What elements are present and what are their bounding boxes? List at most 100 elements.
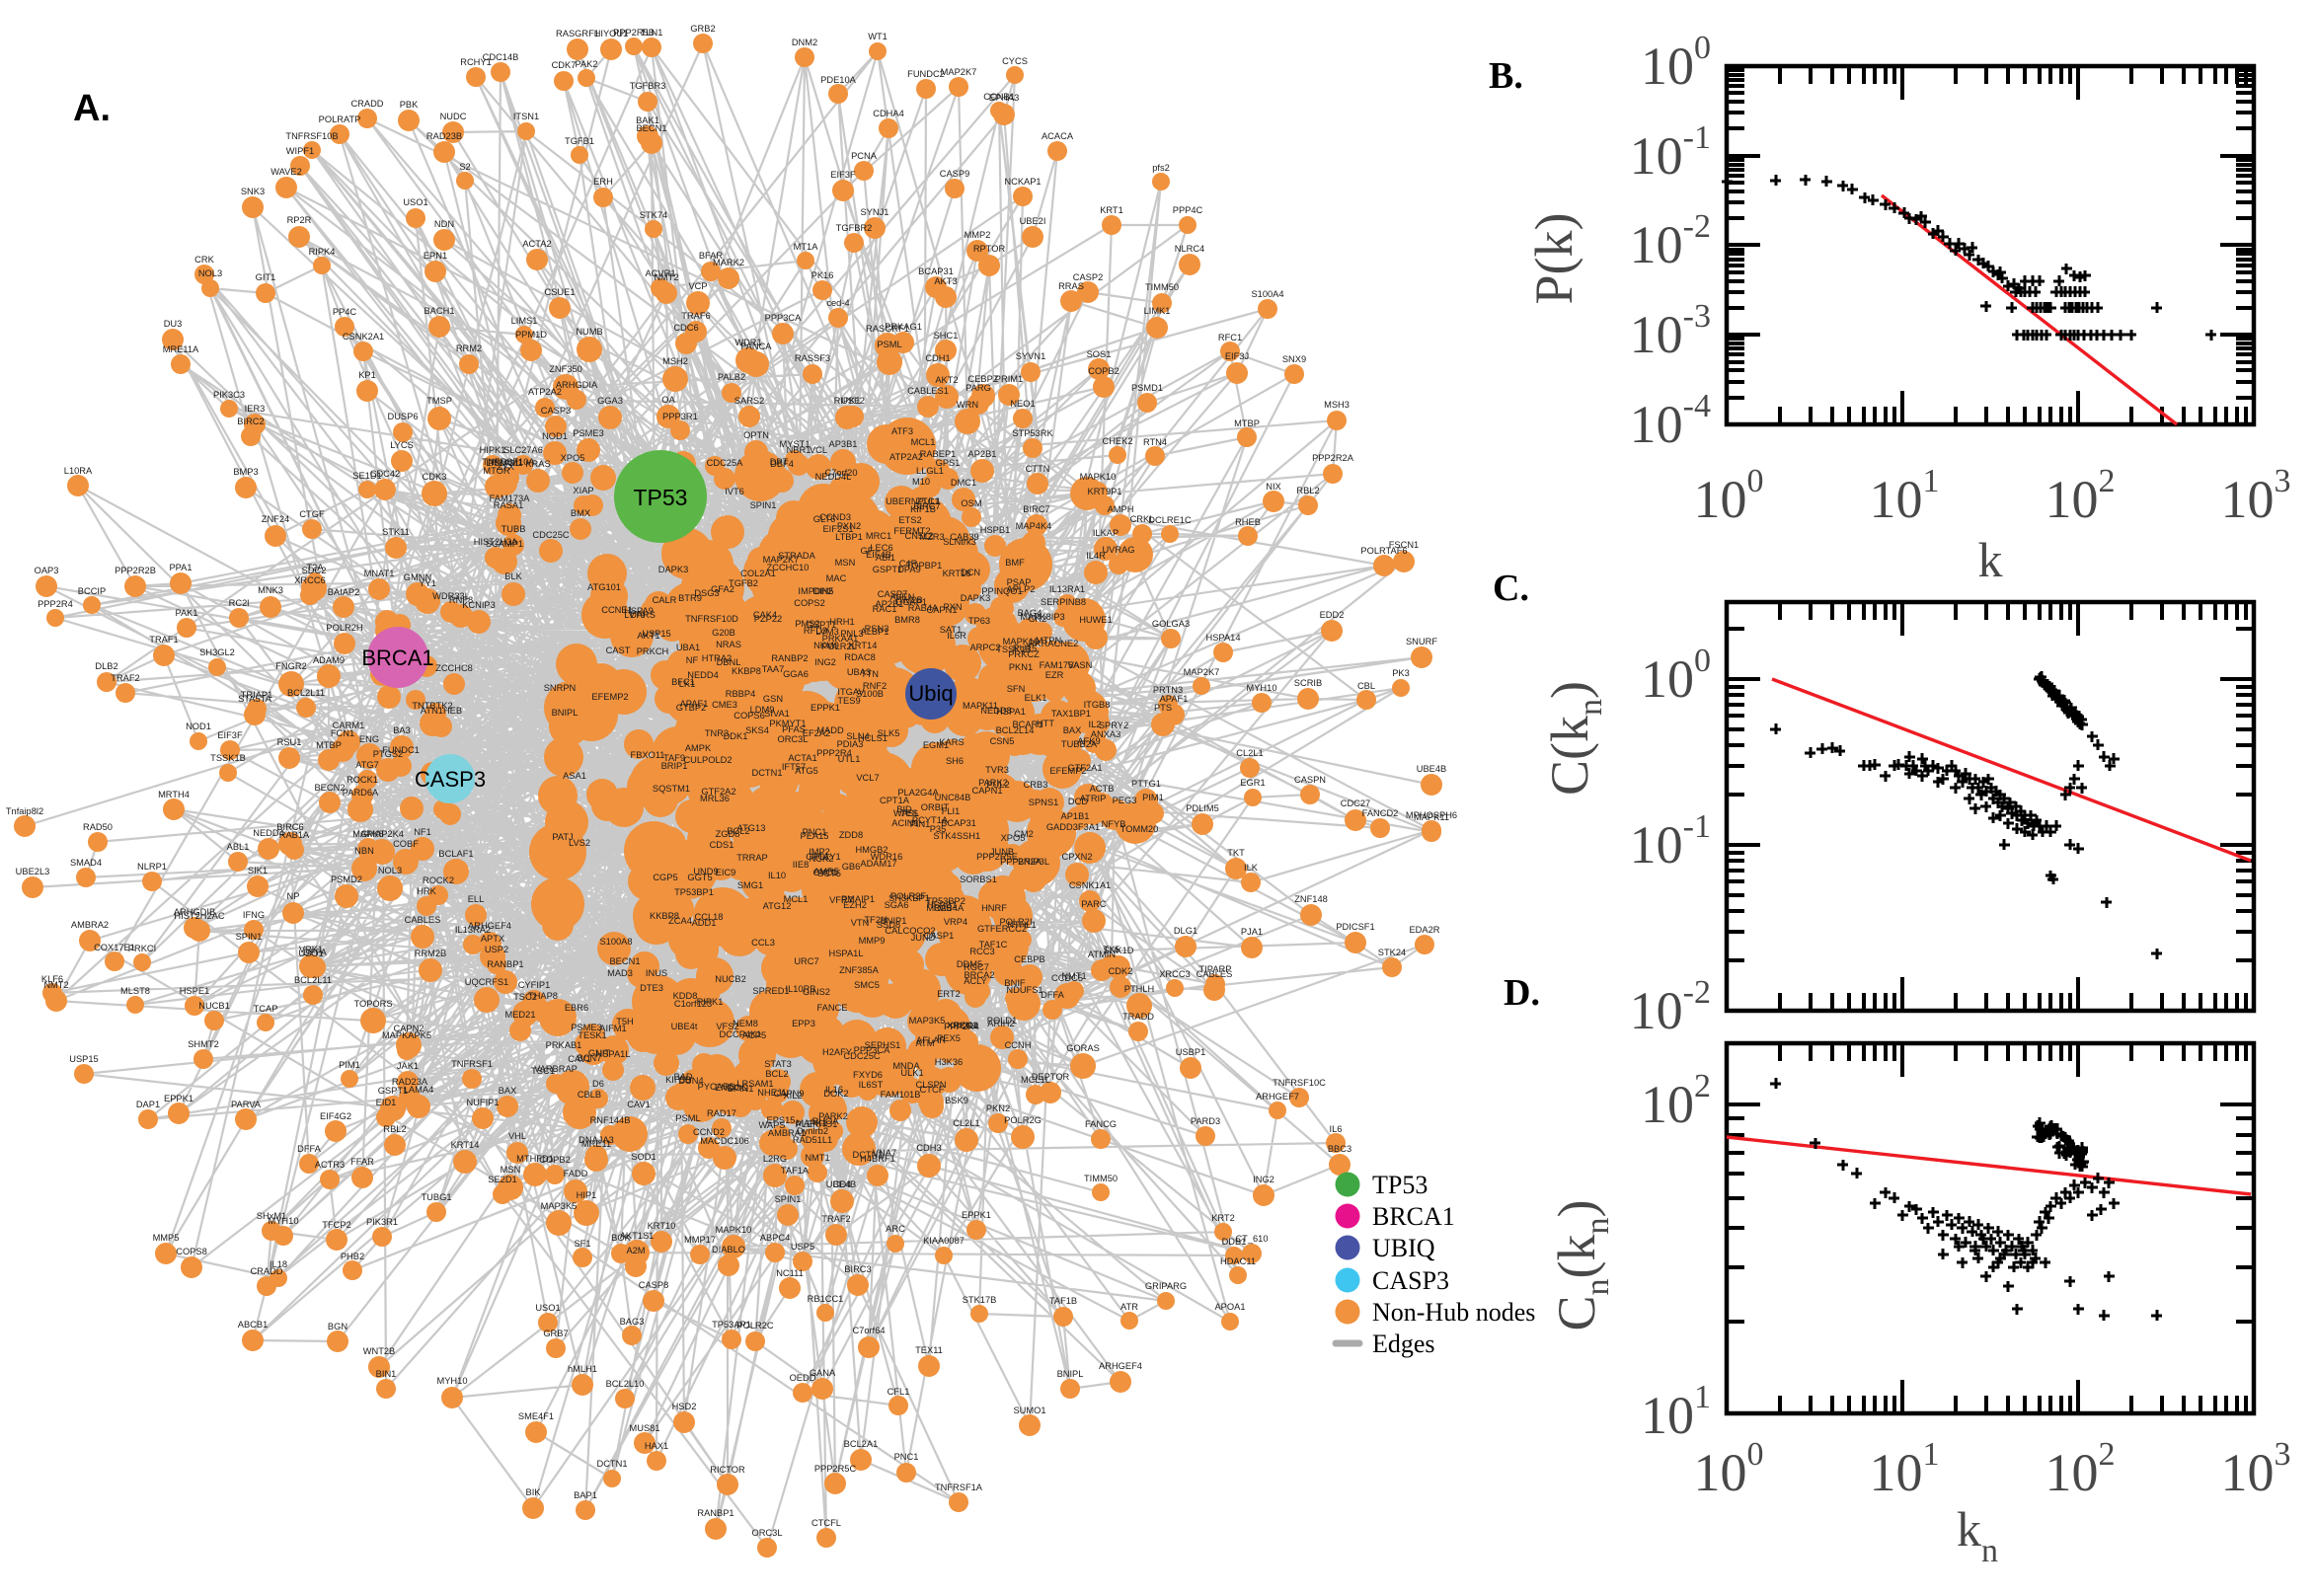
svg-text:MNDA: MNDA	[892, 1061, 920, 1071]
svg-text:BRIP1: BRIP1	[661, 761, 688, 771]
svg-text:IL6R: IL6R	[947, 631, 966, 641]
svg-text:DDM5: DDM5	[957, 959, 982, 969]
svg-text:CR2: CR2	[1029, 614, 1047, 624]
svg-text:QGAP1: QGAP1	[895, 597, 927, 607]
svg-text:NF: NF	[686, 655, 699, 665]
svg-text:CHEK2: CHEK2	[1102, 436, 1132, 446]
svg-text:USP15: USP15	[69, 1054, 98, 1064]
svg-text:SOD1: SOD1	[631, 1152, 656, 1162]
svg-text:PSMD1: PSMD1	[1131, 383, 1163, 393]
svg-text:C1orf123: C1orf123	[674, 999, 712, 1009]
svg-text:IMP2: IMP2	[809, 847, 830, 857]
svg-text:NP: NP	[287, 891, 300, 901]
svg-text:RUT5: RUT5	[1013, 644, 1037, 653]
svg-text:KIF1B: KIF1B	[910, 504, 936, 514]
svg-text:TKT: TKT	[1227, 848, 1245, 858]
svg-text:RAD50: RAD50	[83, 822, 113, 832]
svg-text:ITM2B: ITM2B	[895, 595, 922, 605]
svg-text:TFCP2: TFCP2	[322, 1220, 350, 1230]
svg-text:NLRP1: NLRP1	[137, 862, 167, 872]
svg-text:CTCFL: CTCFL	[811, 1518, 841, 1528]
svg-text:S100B: S100B	[856, 689, 884, 699]
svg-text:DCTN1: DCTN1	[853, 1150, 884, 1160]
svg-text:PPP2R5B: PPP2R5B	[613, 28, 655, 38]
svg-text:DARS: DARS	[630, 610, 656, 620]
svg-text:LLGL1: LLGL1	[916, 466, 944, 476]
svg-text:CDH1: CDH1	[925, 353, 950, 363]
svg-text:UBE2I: UBE2I	[1020, 216, 1046, 226]
svg-text:MNAT1: MNAT1	[364, 569, 395, 578]
svg-text:ABI1: ABI1	[876, 553, 895, 563]
svg-text:DFFA: DFFA	[297, 1144, 322, 1154]
svg-text:VCL7: VCL7	[856, 773, 879, 783]
svg-text:XIL2: XIL2	[783, 1091, 802, 1101]
svg-text:CTGF: CTGF	[299, 509, 325, 519]
svg-text:SNX9: SNX9	[1282, 354, 1306, 364]
svg-text:BCLAF1: BCLAF1	[438, 849, 473, 859]
svg-text:TAF9: TAF9	[663, 753, 685, 763]
svg-text:WDR16: WDR16	[871, 852, 903, 862]
svg-text:ACIN1: ACIN1	[891, 818, 918, 828]
svg-text:BNIF: BNIF	[1004, 978, 1025, 988]
svg-text:C.: C.	[1493, 568, 1529, 609]
svg-text:Dynlrb2: Dynlrb2	[797, 1126, 828, 1136]
svg-text:BCN7: BCN7	[578, 1053, 602, 1063]
svg-text:PAK1: PAK1	[175, 608, 197, 618]
svg-text:MAPK1: MAPK1	[796, 1118, 827, 1128]
svg-text:NUCB1: NUCB1	[198, 1001, 230, 1011]
svg-text:MYH10: MYH10	[1246, 683, 1276, 693]
svg-text:CASP2: CASP2	[1073, 272, 1104, 282]
svg-text:SHxM1: SHxM1	[257, 1211, 286, 1221]
svg-text:URC7: URC7	[794, 956, 818, 966]
svg-text:FUNDC2: FUNDC2	[907, 69, 945, 79]
svg-text:RFD9: RFD9	[804, 626, 827, 636]
svg-text:MADD: MADD	[816, 725, 844, 735]
svg-text:VCL: VCL	[810, 445, 827, 455]
svg-text:UBA3: UBA3	[847, 667, 871, 677]
svg-text:PSMC1: PSMC1	[488, 458, 519, 468]
svg-text:CASP1: CASP1	[924, 931, 955, 941]
svg-text:XRCC6: XRCC6	[294, 575, 326, 585]
svg-text:DUN4: DUN4	[678, 1076, 703, 1086]
svg-text:C7orf20: C7orf20	[824, 468, 857, 478]
svg-text:CSN5: CSN5	[990, 736, 1015, 746]
svg-text:ITSN1: ITSN1	[513, 112, 539, 121]
svg-text:RNF144B: RNF144B	[590, 1115, 631, 1125]
svg-text:CTTN: CTTN	[1026, 464, 1050, 474]
svg-text:IL13RA2: IL13RA2	[455, 925, 491, 935]
svg-text:SFN: SFN	[1007, 684, 1026, 694]
svg-text:XIAP: XIAP	[573, 486, 593, 495]
svg-text:BAK1: BAK1	[636, 115, 659, 125]
svg-text:PPP3CA: PPP3CA	[765, 313, 802, 323]
svg-text:MAPK10: MAPK10	[716, 1225, 752, 1235]
svg-text:CCL18: CCL18	[695, 912, 724, 922]
svg-text:DFFA: DFFA	[1041, 990, 1065, 1000]
svg-text:ERT2: ERT2	[937, 989, 961, 999]
svg-text:SPIN1: SPIN1	[728, 1084, 754, 1094]
svg-text:RRAS: RRAS	[1058, 281, 1084, 291]
svg-text:FADD: FADD	[564, 1169, 588, 1178]
svg-text:RFC1: RFC1	[1218, 333, 1242, 342]
svg-text:CBL: CBL	[1357, 681, 1375, 691]
svg-text:DTE3: DTE3	[640, 983, 663, 993]
svg-text:ACTA2: ACTA2	[522, 239, 551, 249]
svg-text:IER3: IER3	[245, 404, 266, 414]
svg-text:POLR2I: POLR2I	[999, 917, 1032, 927]
svg-text:CPT1A: CPT1A	[880, 796, 910, 805]
svg-text:SPRY2: SPRY2	[1099, 721, 1128, 730]
svg-text:SHC1: SHC1	[934, 331, 959, 341]
svg-text:CULPOLD2: CULPOLD2	[683, 755, 732, 765]
svg-text:RHOA: RHOA	[812, 1116, 840, 1126]
svg-text:EFEMP2: EFEMP2	[1049, 766, 1086, 776]
svg-text:PEX5: PEX5	[937, 1033, 961, 1043]
svg-text:HRK: HRK	[417, 886, 436, 896]
svg-text:SNK3: SNK3	[241, 187, 265, 196]
svg-text:CCNH: CCNH	[1005, 1040, 1032, 1050]
svg-text:CDC27: CDC27	[1341, 798, 1370, 808]
svg-text:RP2R: RP2R	[287, 215, 312, 225]
svg-text:MAPK8: MAPK8	[352, 829, 384, 839]
svg-text:PEA15: PEA15	[801, 831, 829, 841]
svg-text:OA: OA	[661, 395, 675, 405]
svg-text:HUWE1: HUWE1	[1079, 615, 1113, 625]
svg-text:MSH2: MSH2	[662, 356, 688, 366]
